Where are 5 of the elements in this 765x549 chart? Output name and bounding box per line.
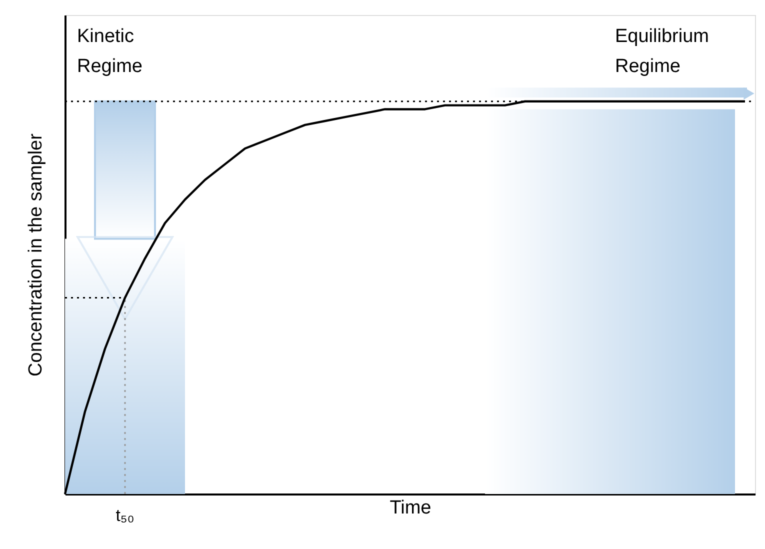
x-axis-title: Time [390, 498, 432, 518]
text: Kinetic Regime [77, 26, 142, 77]
y-axis-title: Concentration in the sampler [26, 132, 46, 376]
text: t₅₀ [116, 506, 134, 525]
text: Equilibrium Regime [615, 26, 709, 77]
